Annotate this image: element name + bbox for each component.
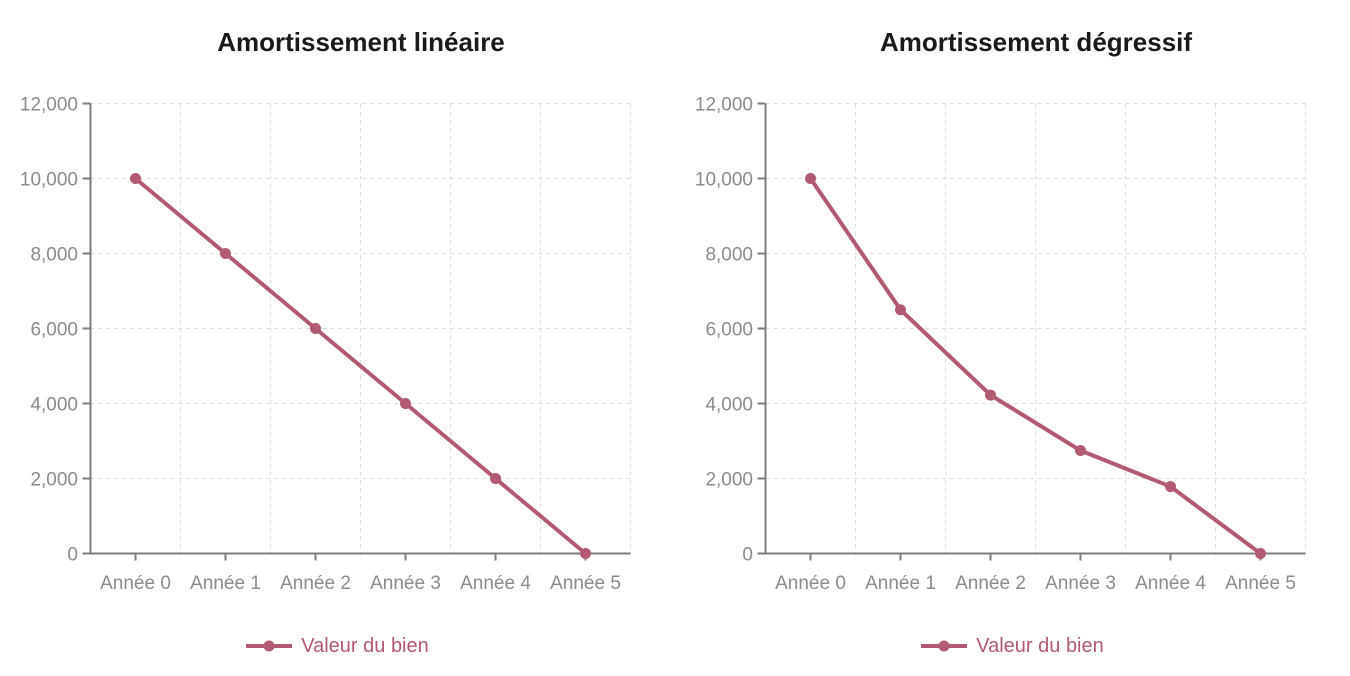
data-point[interactable] [220, 248, 231, 259]
y-tick-label: 10,000 [695, 170, 753, 191]
y-tick-label: 4,000 [705, 395, 753, 416]
series-line[interactable] [133, 176, 588, 556]
x-tick-label: Année 2 [955, 573, 1026, 594]
data-point[interactable] [490, 473, 501, 484]
chart-title-declining: Amortissement dégressif [879, 27, 1193, 57]
data-point[interactable] [130, 173, 141, 184]
y-tick-label: 2,000 [705, 470, 753, 491]
x-tick-label: Année 5 [550, 573, 621, 594]
y-tick-label: 6,000 [30, 320, 78, 341]
legend-label: Valeur du bien [301, 634, 429, 657]
y-tick-label: 12,000 [695, 95, 753, 116]
y-tick-label: 0 [742, 545, 753, 566]
legend-label: Valeur du bien [976, 634, 1104, 657]
y-tick-label: 8,000 [705, 245, 753, 266]
y-tick-label: 6,000 [705, 320, 753, 341]
linear-depreciation-plot: 0 2,000 4,000 6,000 8,000 10,000 12,000 Année 0… [20, 95, 631, 594]
chart-linear-depreciation: Amortissement linéaire 0 2,000 4,000 6,000 8… [0, 27, 675, 661]
x-tick-label: Année 3 [370, 573, 441, 594]
data-point[interactable] [400, 398, 411, 409]
chart-title-linear: Amortissement linéaire [217, 27, 505, 57]
legend-item-declining[interactable]: Valeur du bien [675, 631, 1350, 661]
x-tick-label: Année 0 [775, 573, 846, 594]
x-tick-label: Année 5 [1225, 573, 1296, 594]
y-tick-label: 10,000 [20, 170, 78, 191]
legend-item-linear[interactable]: Valeur du bien [0, 631, 675, 661]
y-tick-label: 12,000 [20, 95, 78, 116]
x-tick-label: Année 1 [190, 573, 261, 594]
declining-depreciation-plot: 0 2,000 4,000 6,000 8,000 10,000 12,000 Année 0… [695, 95, 1306, 594]
data-point[interactable] [310, 323, 321, 334]
series-line[interactable] [808, 176, 1263, 556]
data-point[interactable] [985, 389, 996, 401]
y-tick-label: 4,000 [30, 395, 78, 416]
x-tick-label: Année 0 [100, 573, 171, 594]
chart-declining-depreciation: Amortissement dégressif 0 2,000 4,000 6,000… [675, 0, 1350, 676]
x-tick-label: Année 3 [1045, 573, 1116, 594]
y-tick-label: 8,000 [30, 245, 78, 266]
line-series-marker-icon [246, 640, 293, 652]
y-tick-label: 2,000 [30, 470, 78, 491]
x-tick-label: Année 2 [280, 573, 351, 594]
data-point[interactable] [895, 304, 906, 316]
data-point[interactable] [1165, 481, 1176, 493]
x-tick-label: Année 1 [865, 573, 936, 594]
data-point[interactable] [1075, 445, 1086, 457]
data-point[interactable] [805, 173, 816, 184]
x-tick-label: Année 4 [1135, 573, 1206, 594]
y-tick-label: 0 [67, 545, 78, 566]
line-series-marker-icon [921, 640, 968, 652]
data-point[interactable] [580, 548, 591, 559]
x-tick-label: Année 4 [460, 573, 531, 594]
data-point[interactable] [1255, 548, 1266, 559]
